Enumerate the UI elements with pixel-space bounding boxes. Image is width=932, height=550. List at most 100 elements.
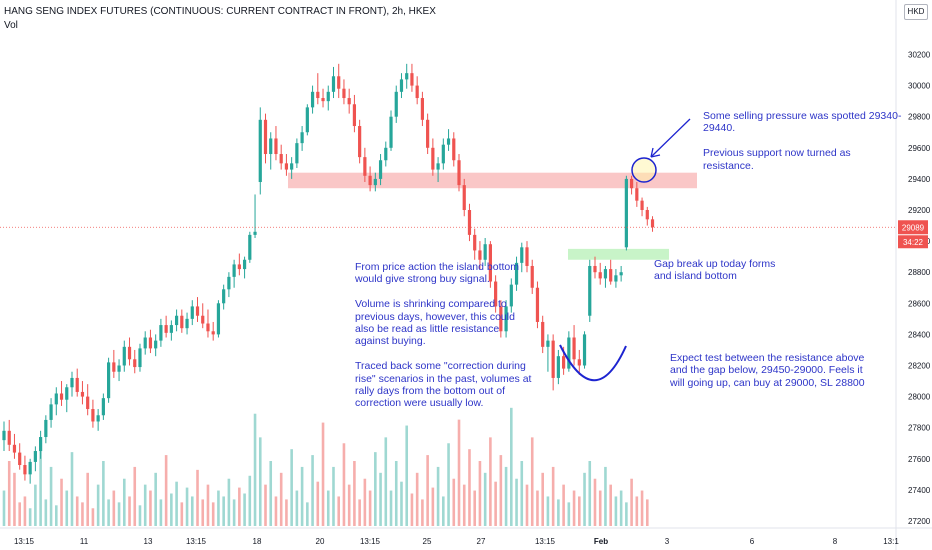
volume-bar xyxy=(253,413,257,526)
volume-bar xyxy=(258,437,262,526)
volume-bar xyxy=(593,478,597,526)
time-tick-label: 20 xyxy=(316,537,325,546)
price-tick-label: 27800 xyxy=(908,424,931,433)
volume-bar xyxy=(175,481,178,526)
candle-body xyxy=(65,387,69,400)
candle-body xyxy=(23,465,27,475)
candle xyxy=(295,138,299,169)
volume-bar xyxy=(201,499,205,526)
volume-bar xyxy=(65,490,69,526)
candle-body xyxy=(415,85,419,99)
volume-bar xyxy=(630,478,633,526)
candle-body xyxy=(107,362,111,399)
volume-bar xyxy=(562,484,565,526)
candle xyxy=(321,88,325,108)
candle-body xyxy=(588,265,592,316)
candle xyxy=(614,269,618,288)
volume-bar xyxy=(49,466,53,526)
volume-bar xyxy=(81,502,84,526)
candle xyxy=(405,63,409,89)
candle-body xyxy=(18,452,22,466)
candle-body xyxy=(148,337,153,349)
candle-body xyxy=(253,231,257,235)
candle xyxy=(378,154,383,186)
volume-bar xyxy=(353,461,356,526)
candle-body xyxy=(473,234,477,251)
candle xyxy=(577,349,581,375)
candle-body xyxy=(614,275,618,282)
time-tick-label: 11 xyxy=(80,537,89,546)
candle-body xyxy=(436,163,440,170)
volume-bar xyxy=(295,490,299,526)
candle-body xyxy=(86,396,90,410)
candle-body xyxy=(635,188,639,201)
volume-bar xyxy=(332,466,335,526)
volume-bar xyxy=(279,472,283,526)
volume-bar xyxy=(389,490,393,526)
candle-body xyxy=(572,337,576,360)
candle xyxy=(567,331,571,372)
candle xyxy=(138,343,142,372)
candle-body xyxy=(222,289,226,304)
time-tick-label: 27 xyxy=(477,537,486,546)
candle xyxy=(415,76,419,105)
currency-button[interactable]: HKD xyxy=(904,4,928,20)
candle xyxy=(363,147,367,183)
candle xyxy=(457,154,461,192)
volume-bar xyxy=(180,502,184,526)
volume-bar xyxy=(478,461,482,526)
candle-body xyxy=(619,272,623,276)
volume-bar xyxy=(431,487,435,526)
volume-bar xyxy=(645,499,649,526)
volume-bar xyxy=(300,466,304,526)
volume-bar xyxy=(442,496,445,526)
volume-bar xyxy=(55,505,58,526)
candle-body xyxy=(530,265,534,288)
volume-bar xyxy=(625,502,628,526)
volume-bar xyxy=(190,496,194,526)
candle xyxy=(572,325,576,366)
candle-body xyxy=(310,91,315,108)
candle-body xyxy=(237,264,241,270)
volume-indicator-label[interactable]: Vol xyxy=(4,20,18,31)
candle-body xyxy=(190,306,194,319)
volume-bar xyxy=(306,502,309,526)
candle-body xyxy=(33,451,37,462)
volume-bar xyxy=(510,407,513,526)
volume-bar xyxy=(483,472,487,526)
candle-body xyxy=(39,437,43,452)
price-tick-label: 28200 xyxy=(908,362,931,371)
time-tick-label: 18 xyxy=(253,537,262,546)
volume-bar xyxy=(640,490,644,526)
candle xyxy=(609,259,613,285)
volume-bar xyxy=(583,472,586,526)
volume-bar xyxy=(379,472,382,526)
candle xyxy=(603,265,608,288)
candle xyxy=(96,409,100,431)
candle-body xyxy=(551,340,555,378)
candle-body xyxy=(352,104,357,127)
candle xyxy=(18,443,22,470)
candle xyxy=(117,359,121,382)
candle xyxy=(478,241,482,270)
candle xyxy=(494,275,498,313)
candle xyxy=(49,398,53,428)
candle xyxy=(127,337,132,366)
price-tick-label: 30000 xyxy=(908,82,931,91)
island-bottom-arc xyxy=(559,344,627,382)
candle xyxy=(530,259,534,294)
candle xyxy=(410,63,414,92)
volume-bar xyxy=(614,496,618,526)
candle-body xyxy=(54,393,58,405)
candle xyxy=(535,281,540,329)
candle xyxy=(630,175,634,195)
candle-body xyxy=(384,147,388,161)
candle-body xyxy=(405,73,409,80)
candle-body xyxy=(347,98,351,105)
volume-bar xyxy=(39,437,42,526)
time-tick-label: 3 xyxy=(665,537,670,546)
candle-body xyxy=(169,325,173,333)
candle xyxy=(206,309,210,338)
candle xyxy=(7,419,11,452)
